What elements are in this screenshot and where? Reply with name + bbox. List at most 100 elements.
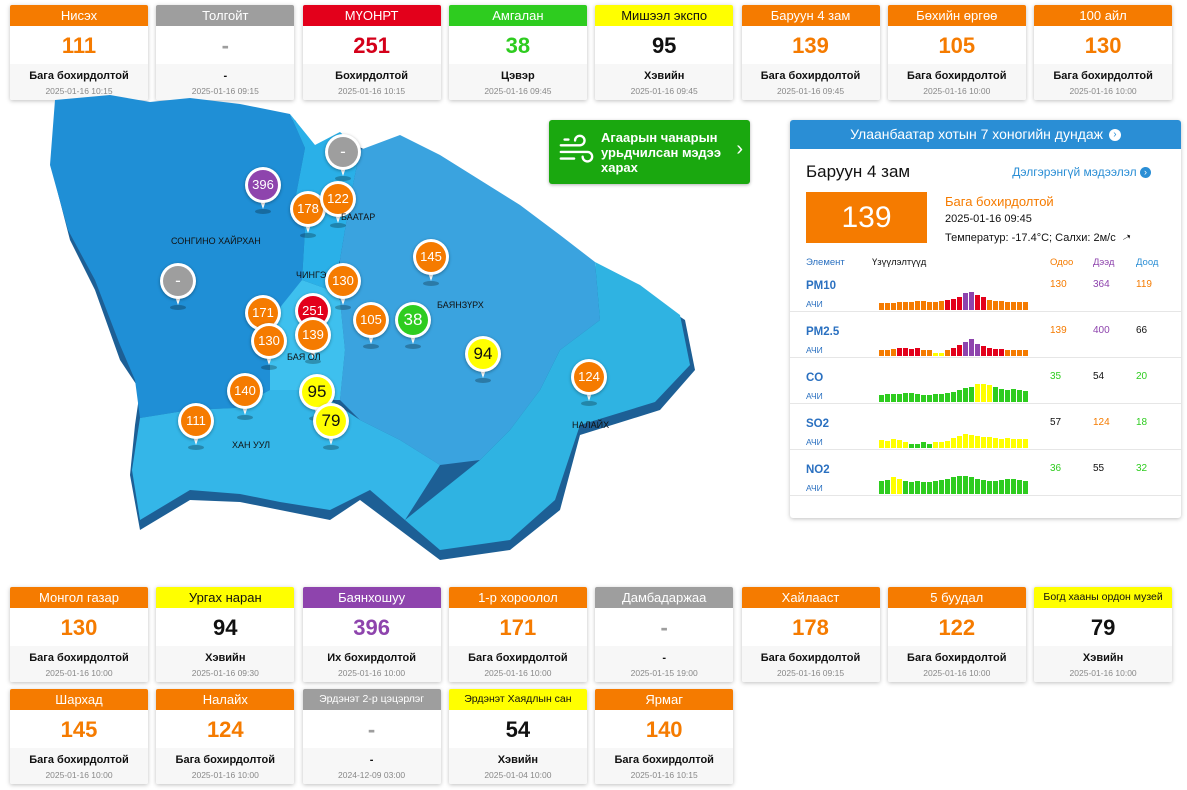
pollutant-bar bbox=[975, 344, 980, 356]
station-card-value: 122 bbox=[938, 615, 976, 640]
pollutant-bar bbox=[909, 444, 914, 448]
map-pin[interactable]: 139 bbox=[295, 317, 331, 367]
station-card[interactable]: 5 буудал 122 Бага бохирдолтой 2025-01-16 10… bbox=[887, 587, 1026, 682]
station-card-value: - bbox=[660, 615, 668, 640]
pollutant-bar bbox=[939, 301, 944, 310]
panel-header[interactable]: Улаанбаатар хотын 7 хоногийн дундаж › bbox=[790, 120, 1181, 149]
station-card[interactable]: Ярмаг 140 Бага бохирдолтой 2025-01-16 10:15 bbox=[595, 689, 734, 784]
district-nalaikh[interactable] bbox=[405, 262, 690, 550]
map-pin[interactable]: 94 bbox=[465, 336, 501, 386]
pollutant-bar bbox=[927, 395, 932, 402]
map-pin-value: 94 bbox=[468, 339, 498, 369]
map-label-bayangol: БАЯ ОЛ bbox=[287, 352, 321, 362]
map-pin[interactable]: 111 bbox=[178, 403, 214, 453]
map-pin[interactable]: 122 bbox=[320, 181, 356, 231]
pollutant-bar bbox=[1017, 480, 1022, 494]
map-pin[interactable]: 124 bbox=[571, 359, 607, 409]
station-card-status: Бага бохирдолтой bbox=[595, 748, 734, 770]
station-card-time: 2025-01-16 09:30 bbox=[156, 668, 295, 682]
forecast-button-label: Агаарын чанарын урьдчилсан мэдээ харах bbox=[601, 130, 722, 175]
map-pin-shadow bbox=[475, 378, 491, 383]
map-pin[interactable]: 38 bbox=[395, 302, 431, 352]
map-pin-value: 38 bbox=[398, 305, 428, 335]
station-card-value: 105 bbox=[938, 33, 976, 58]
station-card[interactable]: Хайлааст 178 Бага бохирдолтой 2025-01-16 09… bbox=[741, 587, 880, 682]
pollutant-row: NO2 АЧИ 36 55 32 bbox=[790, 450, 1181, 496]
map-pin[interactable]: 79 bbox=[313, 403, 349, 453]
district-songino-khairkhan[interactable] bbox=[50, 95, 305, 418]
map-pin[interactable]: 145 bbox=[413, 239, 449, 289]
station-card-name: МҮОНРТ bbox=[302, 5, 441, 26]
station-card[interactable]: Ургах наран 94 Хэвийн 2025-01-16 09:30 bbox=[156, 587, 295, 682]
map-pin[interactable]: 130 bbox=[251, 323, 287, 373]
station-card[interactable]: Мишээл экспо 95 Хэвийн 2025-01-16 09:45 bbox=[595, 5, 734, 100]
station-card[interactable]: Баянхошуу 396 Их бохирдолтой 2025-01-16 10:… bbox=[302, 587, 441, 682]
district-bayanzurkh[interactable] bbox=[340, 135, 600, 465]
station-card-time: 2025-01-16 10:00 bbox=[10, 668, 148, 682]
pollutant-bar bbox=[891, 349, 896, 356]
map-pin[interactable]: 178 bbox=[290, 191, 326, 241]
station-card-status: Хэвийн bbox=[156, 646, 295, 668]
pollutant-bar bbox=[921, 301, 926, 310]
station-card[interactable]: МҮОНРТ 251 Бохирдолтой 2025-01-16 10:15 bbox=[302, 5, 441, 100]
pollutant-bar bbox=[999, 301, 1004, 310]
station-card[interactable]: Монгол газар 130 Бага бохирдолтой 2025-01-1… bbox=[10, 587, 148, 682]
map-label-sukhbaatar: БААТАР bbox=[341, 212, 376, 222]
pollutant-bar bbox=[909, 302, 914, 310]
station-card-value: 178 bbox=[792, 615, 829, 640]
station-card-name: Шархад bbox=[10, 689, 148, 710]
station-card[interactable]: Богд хааны ордон музей 79 Хэвийн 2025-01-16… bbox=[1034, 587, 1173, 682]
wind-icon bbox=[559, 134, 594, 163]
station-card[interactable]: Эрдэнэт 2-р цэцэрлэг - -2024-12-09 03:00 bbox=[302, 689, 441, 784]
details-link-label: Дэлгэрэнгүй мэдээлэл bbox=[1012, 165, 1137, 179]
map-pin[interactable]: 396 bbox=[245, 167, 281, 217]
station-card-value: 171 bbox=[499, 615, 537, 640]
station-card-value: 396 bbox=[353, 615, 390, 640]
map-pin[interactable]: 130 bbox=[325, 263, 361, 313]
details-link[interactable]: Дэлгэрэнгүй мэдээлэл › bbox=[1012, 165, 1151, 179]
station-card-status: Бага бохирдолтой bbox=[887, 64, 1026, 86]
pollutant-bar bbox=[915, 301, 920, 310]
station-card-status: Бага бохирдолтой bbox=[10, 646, 148, 668]
pollutant-unit: АЧИ bbox=[806, 483, 823, 493]
station-card-name: Монгол газар bbox=[10, 587, 148, 608]
station-card[interactable]: Шархад 145 Бага бохирдолтой 2025-01-16 10:0… bbox=[10, 689, 148, 784]
pollutant-bar bbox=[1005, 438, 1010, 448]
map-pin[interactable]: 95 bbox=[299, 374, 335, 424]
pollutant-bar bbox=[1023, 302, 1028, 310]
forecast-button[interactable]: Агаарын чанарын урьдчилсан мэдээ харах › bbox=[549, 120, 750, 184]
pollutant-bar bbox=[957, 476, 962, 494]
station-card[interactable]: Бөхийн өргөө 105 Бага бохирдолтой 2025-01-1… bbox=[887, 5, 1026, 100]
station-card-time: 2025-01-16 09:15 bbox=[156, 86, 295, 100]
pollutant-bar bbox=[921, 395, 926, 402]
map-pin[interactable]: 140 bbox=[227, 373, 263, 423]
station-card[interactable]: Налайх 124 Бага бохирдолтой 2025-01-16 10:0… bbox=[156, 689, 295, 784]
pollutant-unit: АЧИ bbox=[806, 391, 823, 401]
station-card-time: 2025-01-16 10:15 bbox=[302, 86, 441, 100]
station-card[interactable]: 100 айл 130 Бага бохирдолтой 2025-01-16 10:… bbox=[1034, 5, 1173, 100]
station-card[interactable]: Дамбадаржаа - -2025-01-15 19:00 bbox=[595, 587, 734, 682]
station-card[interactable]: Эрдэнэт Хаядлын сан 54 Хэвийн 2025-01-04 10… bbox=[448, 689, 587, 784]
station-card[interactable]: Баруун 4 зам 139 Бага бохирдолтой 2025-01-1… bbox=[741, 5, 880, 100]
map-pin[interactable]: - bbox=[325, 134, 361, 184]
station-card[interactable]: Толгойт - -2025-01-16 09:15 bbox=[156, 5, 295, 100]
chevron-right-icon: › bbox=[736, 138, 743, 160]
map-pin[interactable]: 105 bbox=[353, 302, 389, 352]
map-pin[interactable]: - bbox=[160, 263, 196, 313]
pollutant-max: 55 bbox=[1093, 463, 1105, 474]
station-card-name: Мишээл экспо bbox=[595, 5, 734, 26]
map-pin-shadow bbox=[300, 233, 316, 238]
pollutant-bar bbox=[921, 482, 926, 494]
station-card-status: Бага бохирдолтой bbox=[741, 646, 880, 668]
pollutant-bar bbox=[885, 350, 890, 356]
station-card-time: 2025-01-16 10:00 bbox=[887, 86, 1026, 100]
station-card-name: 1-р хороолол bbox=[448, 587, 587, 608]
pollutant-bar bbox=[927, 350, 932, 356]
station-card-name: Толгойт bbox=[156, 5, 295, 26]
station-card-time: 2025-01-16 10:00 bbox=[448, 668, 587, 682]
station-card[interactable]: Нисэх 111 Бага бохирдолтой 2025-01-16 10:15 bbox=[10, 5, 148, 100]
pollutant-bar bbox=[951, 477, 956, 494]
station-card[interactable]: 1-р хороолол 171 Бага бохирдолтой 2025-01-1… bbox=[448, 587, 587, 682]
station-card[interactable]: Амгалан 38 Цэвэр 2025-01-16 09:45 bbox=[448, 5, 587, 100]
station-card-name: Дамбадаржаа bbox=[595, 587, 734, 608]
